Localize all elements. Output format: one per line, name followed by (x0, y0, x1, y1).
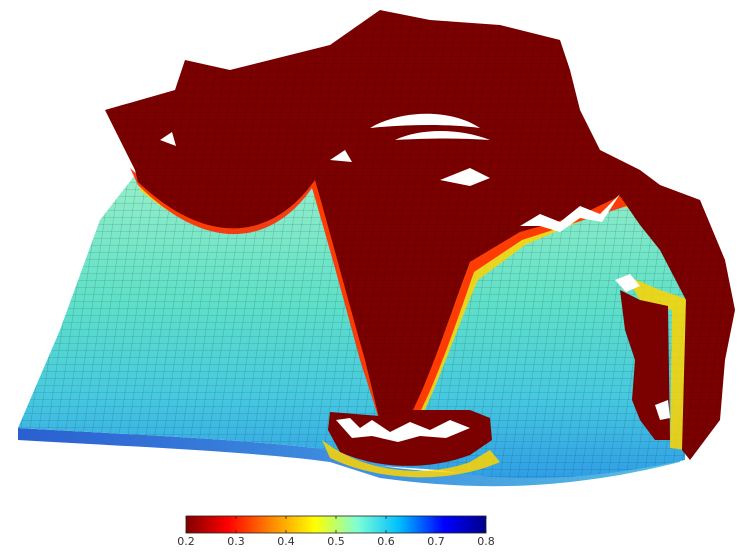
colorbar-tick-label: 0.7 (427, 535, 445, 548)
colorbar-tick-label: 0.3 (227, 535, 245, 548)
mesh-hole-7 (615, 274, 640, 292)
colorbar-tick-label: 0.8 (477, 535, 495, 548)
mesh-hole-8 (655, 400, 670, 420)
mesh-front-right-edge-outer (625, 275, 690, 450)
mesh-hole-1 (370, 113, 480, 128)
colorbar-tick-label: 0.2 (177, 535, 195, 548)
mesh-hole-3 (440, 168, 490, 186)
mesh-hole-5 (520, 194, 620, 232)
mesh-front-right (408, 192, 630, 416)
mesh-surface-low-right-lobe (620, 290, 670, 440)
mesh-grid-low (105, 10, 735, 460)
colorbar-ticks: 0.2 0.3 0.4 0.5 0.6 0.7 0.8 (177, 516, 495, 548)
colorbar-tick-label: 0.4 (277, 535, 295, 548)
mesh-front-bottom-outer (322, 440, 500, 478)
mesh-hole-4 (330, 150, 352, 162)
colorbar: 0.2 0.3 0.4 0.5 0.6 0.7 0.8 (177, 515, 495, 548)
colorbar-tick-label: 0.6 (377, 535, 395, 548)
mesh-hole-9 (160, 132, 176, 146)
mesh-hole-6 (336, 418, 470, 442)
mesh-hole-2 (395, 131, 490, 140)
colorbar-tick-label: 0.5 (327, 535, 345, 548)
